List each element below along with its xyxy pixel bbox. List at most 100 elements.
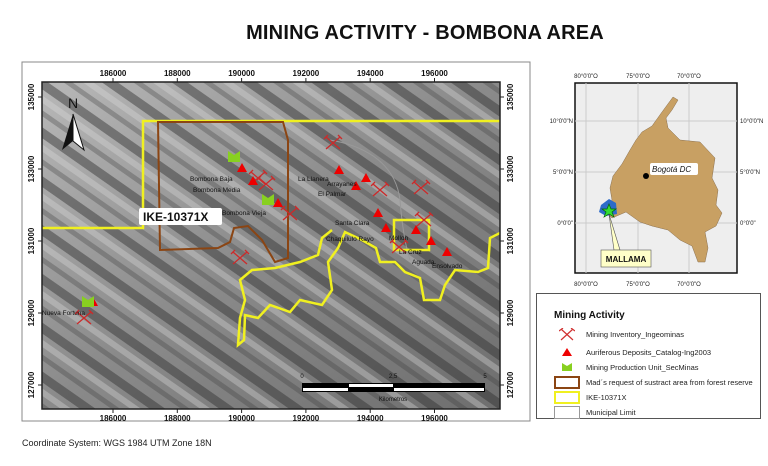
auriferous-deposit-icon[interactable] [237,163,247,172]
place-label: La Cruz [399,249,422,256]
north-arrow-icon: N [62,95,85,152]
auriferous-deposit-icon[interactable] [381,223,391,232]
svg-text:5°0'0"N: 5°0'0"N [740,170,760,176]
mining-inventory-icon[interactable] [230,249,250,265]
auriferous-deposit-icon[interactable] [273,198,283,207]
colombia-shape [605,96,723,263]
gray-outline-swatch [554,405,580,419]
crossed-pickaxes-icon [554,327,580,341]
mining-inventory-icon[interactable] [323,134,343,150]
map-title: MINING ACTIVITY - BOMBONA AREA [246,22,604,44]
svg-text:5°0'0"N: 5°0'0"N [553,170,573,176]
y-tick-label: 135000 [27,83,36,110]
place-label: Mollon [389,235,409,242]
legend: Mining Activity Mining Inventory_Ingeomi… [536,293,761,419]
capital-dot-icon [643,173,649,179]
y-tick-label: 133000 [27,155,36,182]
svg-text:70°0'0"O: 70°0'0"O [677,282,701,288]
legend-item-forest-reserve: Mad´s request of sustract area from fore… [554,375,753,389]
place-label: Bombona Media [193,187,241,194]
svg-text:N: N [68,95,78,111]
mining-inventory-icon[interactable] [74,309,94,325]
x-tick-label: 196000 [421,414,448,423]
legend-item-mining-inventory: Mining Inventory_Ingeominas [554,327,684,341]
x-tick-label: 194000 [357,69,384,78]
place-label: La Llanera [298,176,329,183]
yellow-outline-swatch [554,390,580,404]
auriferous-deposit-icon[interactable] [426,236,436,245]
x-tick-label: 192000 [293,414,320,423]
y-tick-label: 129000 [27,299,36,326]
place-label: Santa Clara [335,220,370,227]
y-tick-label: 131000 [27,227,36,254]
auriferous-deposit-icon[interactable] [334,165,344,174]
place-label: Aguada [412,259,435,266]
triangle-icon [554,346,580,359]
legend-item-municipal-limit: Municipal Limit [554,405,636,419]
y-tick-label: 133000 [506,155,515,182]
y-tick-label: 127000 [27,371,36,398]
y-tick-label: 135000 [506,83,515,110]
mining-inventory-icon[interactable] [411,179,431,195]
x-tick-label: 186000 [100,414,127,423]
legend-title: Mining Activity [554,310,625,321]
production-unit-icon[interactable] [262,194,274,205]
svg-text:10°0'0"N: 10°0'0"N [550,119,573,125]
x-tick-label: 188000 [164,414,191,423]
place-label: Chaquilulo Rayo [326,236,374,243]
x-tick-label: 186000 [100,69,127,78]
concession-label: IKE-10371X [143,210,208,224]
x-tick-label: 188000 [164,69,191,78]
place-label: Ensolvado [432,263,463,270]
place-label: Arrayanes [327,181,357,188]
forest-reserve-request-area [156,121,289,264]
svg-text:80°0'0"O: 80°0'0"O [574,74,598,80]
x-tick-label: 190000 [228,414,255,423]
svg-text:0: 0 [300,374,304,380]
y-tick-label: 131000 [506,227,515,254]
coordinate-system: Coordinate System: WGS 1984 UTM Zone 18N [22,438,212,448]
x-tick-label: 190000 [228,69,255,78]
mining-inventory-icon[interactable] [248,169,268,185]
mining-inventory-icon[interactable] [414,211,434,227]
svg-text:10°0'0"N: 10°0'0"N [740,119,763,125]
svg-text:Bogotá DC: Bogotá DC [652,165,691,174]
place-label: Bombona Vieja [222,210,266,217]
svg-text:75°0'0"O: 75°0'0"O [626,282,650,288]
production-unit-icon[interactable] [228,151,240,162]
auriferous-deposit-icon[interactable] [442,247,452,256]
auriferous-deposit-icon[interactable] [411,225,421,234]
auriferous-deposit-icon[interactable] [351,181,361,190]
svg-text:70°0'0"O: 70°0'0"O [677,74,701,80]
y-tick-label: 129000 [506,299,515,326]
y-tick-label: 127000 [506,371,515,398]
auriferous-deposit-icon[interactable] [248,176,258,185]
brown-outline-swatch [554,375,580,389]
auriferous-deposit-icon[interactable] [373,208,383,217]
x-tick-label: 196000 [421,69,448,78]
legend-item-concession: IKE-10371X [554,390,626,404]
svg-text:Kilometros: Kilometros [379,397,407,403]
mining-inventory-icon[interactable] [370,181,390,197]
mining-inventory-icon[interactable] [389,238,409,254]
green-chevron-icon [554,361,580,374]
auriferous-deposit-icon[interactable] [361,173,371,182]
svg-text:5: 5 [483,374,487,380]
svg-text:75°0'0"O: 75°0'0"O [626,74,650,80]
scale-bar: 0 2,5 5 Kilometros [300,374,487,403]
x-tick-label: 194000 [357,414,384,423]
mining-inventory-icon[interactable] [280,205,300,221]
legend-item-production-unit: Mining Production Unit_SecMinas [554,360,699,374]
svg-text:0°0'0": 0°0'0" [557,221,573,227]
concession-boundary [42,119,500,230]
x-tick-label: 192000 [293,69,320,78]
mining-inventory-icon[interactable] [256,175,276,191]
place-label: Bombona Baja [190,176,233,183]
inset-map: Bogotá DC MALLAMA 80°0'0"O 75°0'0"O 70°0… [550,74,764,288]
legend-item-auriferous: Auriferous Deposits_Catalog-Ing2003 [554,345,711,359]
mallama-callout: MALLAMA [606,255,647,264]
production-unit-icon[interactable] [82,296,94,307]
place-label: Nueva Fortuna [42,310,85,317]
svg-text:0°0'0": 0°0'0" [740,221,756,227]
